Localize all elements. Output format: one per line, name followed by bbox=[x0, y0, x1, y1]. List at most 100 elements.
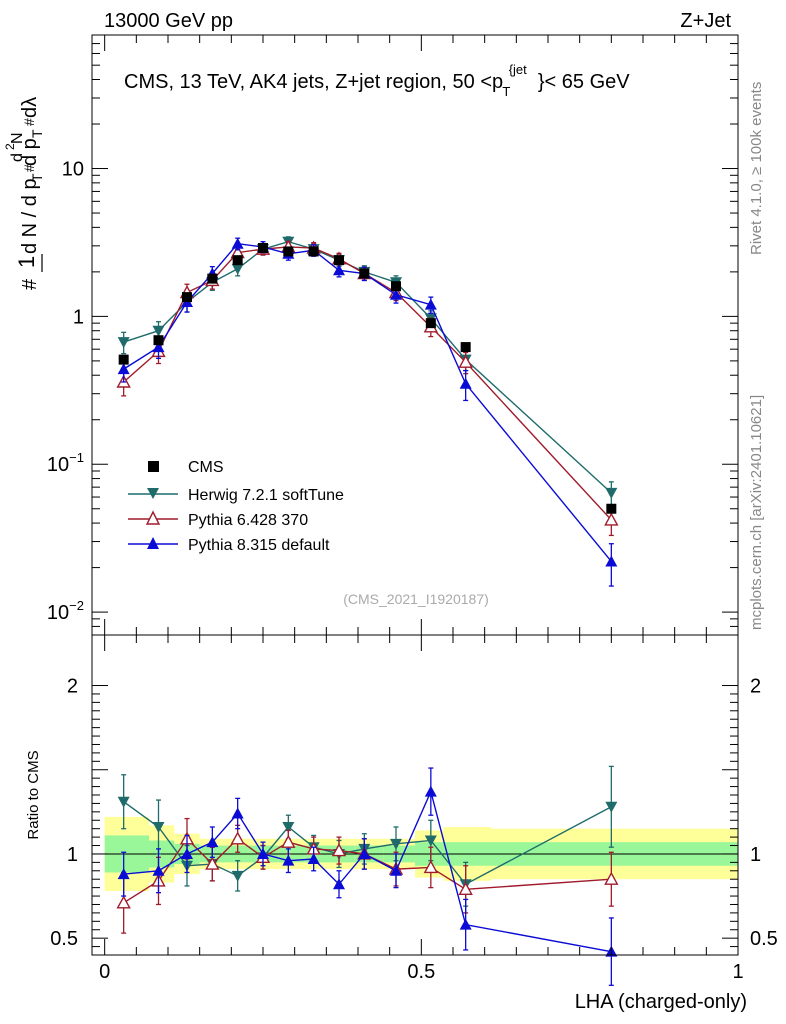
legend-label-herwig: Herwig 7.2.1 softTune bbox=[188, 487, 344, 504]
ratio-point-pythia-8-315-default bbox=[282, 854, 295, 866]
process-label: Z+Jet bbox=[680, 10, 731, 32]
ratio-point-herwig-7-2-1-softtune bbox=[152, 822, 165, 833]
ratio-point-herwig-7-2-1-softtune bbox=[231, 870, 244, 882]
legend-marker-pythia6 bbox=[145, 510, 161, 525]
ratio-ylabel: Ratio to CMS bbox=[25, 750, 42, 839]
ratio-point-herwig-7-2-1-softtune bbox=[117, 796, 130, 808]
main-y-tick-label: 10−2 bbox=[47, 598, 84, 624]
point-pythia-8-315-default bbox=[231, 237, 244, 249]
point-cms bbox=[283, 246, 294, 257]
mcplots-label: mcplots.cern.ch [arXiv:2401.10621] bbox=[748, 395, 765, 630]
legend-item-pythia6: Pythia 6.428 370 bbox=[128, 510, 308, 529]
series-line-herwig-7-2-1-softtune bbox=[123, 240, 612, 494]
x-tick-label: 0.5 bbox=[407, 961, 435, 983]
point-cms bbox=[425, 318, 436, 329]
point-herwig-7-2-1-softtune bbox=[117, 337, 130, 349]
point-herwig-7-2-1-softtune bbox=[605, 487, 618, 499]
main-panel: 10−2 10−1 1 10 CMS, 13 TeV, AK4 jets, Z+jet… bbox=[3, 34, 739, 636]
point-cms bbox=[334, 255, 344, 266]
ratio-point-pythia-6-428-370 bbox=[205, 856, 220, 870]
svg-text:T: T bbox=[29, 129, 45, 138]
ratio-point-pythia-8-315-default bbox=[424, 785, 437, 797]
point-pythia-8-315-default bbox=[605, 555, 618, 567]
main-y-tick-label: 10 bbox=[62, 159, 84, 181]
ratio-point-pythia-6-428-370 bbox=[423, 859, 439, 874]
ratio-point-pythia-8-315-default bbox=[333, 878, 345, 890]
ratio-point-herwig-7-2-1-softtune bbox=[605, 801, 618, 813]
ratio-line-herwig-7-2-1-softtune bbox=[123, 801, 612, 886]
svg-text:d: d bbox=[9, 153, 26, 162]
point-pythia-8-315-default bbox=[333, 264, 345, 276]
ratio-y-tick-label: 2 bbox=[67, 676, 78, 698]
point-pythia-8-315-default bbox=[390, 288, 402, 300]
legend-item-pythia8: Pythia 8.315 default bbox=[128, 537, 330, 554]
legend-marker-cms bbox=[148, 461, 159, 472]
main-y-tick-label: 1 bbox=[73, 306, 84, 328]
ratio-point-pythia-6-428-370 bbox=[604, 871, 619, 885]
main-y-tick-label: 10−1 bbox=[47, 450, 84, 476]
ratio-y-tick-label-right: 1 bbox=[750, 844, 761, 866]
main-series-layer bbox=[116, 236, 619, 587]
chart-title: CMS, 13 TeV, AK4 jets, Z+jet region, 50 … bbox=[124, 57, 630, 101]
svg-text:dλ: dλ bbox=[19, 97, 41, 118]
point-cms bbox=[207, 273, 218, 284]
point-pythia-8-315-default bbox=[152, 341, 165, 353]
energy-label: 13000 GeV pp bbox=[104, 10, 233, 32]
point-cms bbox=[153, 335, 164, 346]
ratio-point-pythia-8-315-default bbox=[231, 807, 244, 819]
ratio-frame bbox=[91, 634, 739, 956]
ratio-point-pythia-8-315-default bbox=[206, 836, 219, 848]
ratio-point-pythia-6-428-370 bbox=[331, 843, 347, 857]
point-cms bbox=[460, 342, 471, 353]
svg-text:d p: d p bbox=[19, 138, 41, 166]
ratio-point-pythia-8-315-default bbox=[358, 847, 371, 859]
x-axis-label: LHA (charged-only) bbox=[575, 991, 747, 1013]
ratio-y-tick-label-right: 0.5 bbox=[750, 928, 778, 950]
point-cms bbox=[391, 281, 401, 292]
svg-text:#: # bbox=[19, 278, 41, 290]
ratio-point-pythia-6-428-370 bbox=[458, 881, 473, 896]
point-pythia-8-315-default bbox=[459, 377, 472, 389]
point-cms bbox=[118, 354, 129, 365]
ratio-axis-ticks: 0.5 0.5 1 1 2 2 bbox=[50, 676, 778, 956]
point-cms bbox=[308, 246, 319, 257]
chart-title-sub: T bbox=[502, 84, 510, 99]
ratio-line-pythia-8-315-default bbox=[123, 789, 612, 953]
chart-title-suffix: }< 65 GeV bbox=[538, 71, 630, 93]
point-pythia-6-428-370 bbox=[604, 512, 619, 526]
ratio-point-pythia-8-315-default bbox=[390, 864, 402, 876]
x-tick-label: 1 bbox=[732, 961, 743, 983]
svg-text:1: 1 bbox=[14, 256, 39, 268]
point-herwig-7-2-1-softtune bbox=[152, 325, 165, 337]
analysis-id: (CMS_2021_I1920187) bbox=[343, 591, 489, 607]
svg-text:2: 2 bbox=[3, 143, 17, 150]
ratio-point-pythia-8-315-default bbox=[307, 853, 320, 864]
series-line-pythia-6-428-370 bbox=[123, 246, 612, 521]
ratio-point-pythia-8-315-default bbox=[181, 847, 193, 859]
main-ylabel: # 1 d N / d p T # d 2 N d p T # dλ bbox=[3, 97, 45, 290]
chart-title-sup: {jet bbox=[509, 62, 527, 77]
point-cms bbox=[182, 292, 192, 303]
ratio-point-pythia-8-315-default bbox=[117, 868, 130, 880]
x-axis-ticks: 0 0.5 1 bbox=[99, 35, 744, 983]
svg-text:#: # bbox=[21, 118, 37, 126]
ratio-point-pythia-8-315-default bbox=[459, 918, 472, 930]
ratio-point-herwig-7-2-1-softtune bbox=[424, 835, 437, 847]
ratio-point-pythia-8-315-default bbox=[257, 847, 269, 859]
legend-marker-herwig bbox=[147, 488, 159, 499]
chart-title-prefix: CMS, 13 TeV, AK4 jets, Z+jet region, 50 … bbox=[124, 71, 503, 93]
point-pythia-6-428-370 bbox=[458, 354, 473, 368]
legend-label-cms: CMS bbox=[188, 459, 224, 476]
point-pythia-8-315-default bbox=[424, 298, 437, 310]
point-pythia-8-315-default bbox=[117, 363, 130, 375]
point-cms bbox=[258, 243, 268, 254]
point-cms bbox=[606, 503, 617, 514]
svg-text:N: N bbox=[9, 132, 26, 144]
rivet-label: Rivet 4.1.0, ≥ 100k events bbox=[748, 82, 765, 255]
ratio-point-pythia-6-428-370 bbox=[281, 834, 296, 848]
legend-item-cms: CMS bbox=[148, 459, 224, 476]
ratio-point-pythia-8-315-default bbox=[152, 864, 165, 876]
ratio-y-tick-label-right: 2 bbox=[750, 676, 761, 698]
ratio-point-herwig-7-2-1-softtune bbox=[390, 838, 402, 850]
